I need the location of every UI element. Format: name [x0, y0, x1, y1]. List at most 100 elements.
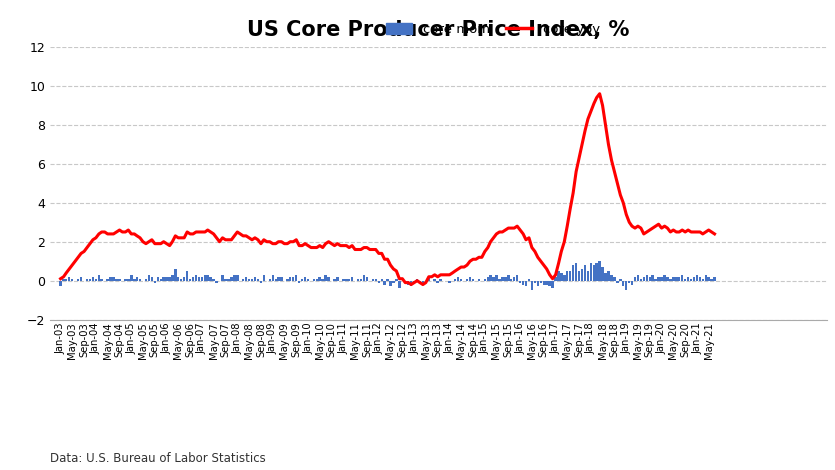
Bar — [558, 271, 559, 281]
Bar — [362, 275, 365, 281]
Bar — [660, 277, 663, 281]
Bar — [696, 275, 698, 281]
Bar — [495, 275, 498, 281]
Bar — [304, 277, 306, 281]
Bar — [516, 275, 519, 281]
Bar — [693, 277, 696, 281]
Bar — [215, 281, 218, 282]
Bar — [534, 281, 536, 282]
Bar — [281, 277, 283, 281]
Bar — [195, 275, 197, 281]
Bar — [225, 279, 227, 281]
Bar — [395, 279, 397, 281]
Bar — [625, 281, 627, 290]
Bar — [711, 279, 713, 281]
Bar — [133, 279, 135, 281]
Bar — [460, 279, 463, 281]
Bar — [566, 271, 569, 281]
Bar — [180, 279, 183, 281]
Bar — [337, 277, 339, 281]
Bar — [493, 277, 495, 281]
Bar — [678, 277, 681, 281]
Bar — [183, 277, 185, 281]
Bar — [487, 277, 489, 281]
Bar — [663, 275, 665, 281]
Bar — [483, 279, 486, 281]
Bar — [245, 277, 247, 281]
Bar — [439, 279, 442, 281]
Bar — [539, 281, 542, 282]
Bar — [607, 271, 610, 281]
Bar — [163, 277, 164, 281]
Bar — [171, 275, 174, 281]
Bar — [584, 265, 586, 281]
Bar — [655, 279, 657, 281]
Bar — [169, 277, 171, 281]
Bar — [537, 281, 539, 287]
Bar — [59, 281, 62, 287]
Legend: core mom, core yoy: core mom, core yoy — [381, 18, 605, 42]
Bar — [80, 277, 83, 281]
Bar — [375, 279, 377, 281]
Bar — [501, 277, 504, 281]
Bar — [437, 281, 439, 282]
Bar — [212, 279, 215, 281]
Bar — [165, 277, 168, 281]
Bar — [672, 277, 675, 281]
Bar — [130, 275, 133, 281]
Bar — [666, 277, 669, 281]
Bar — [204, 275, 206, 281]
Bar — [321, 279, 324, 281]
Bar — [348, 279, 351, 281]
Bar — [286, 279, 289, 281]
Bar — [572, 265, 574, 281]
Bar — [250, 279, 253, 281]
Bar — [454, 279, 457, 281]
Bar — [707, 277, 710, 281]
Bar — [605, 273, 607, 281]
Bar — [124, 279, 127, 281]
Bar — [186, 271, 189, 281]
Bar — [63, 279, 65, 281]
Bar — [275, 279, 277, 281]
Bar — [200, 277, 203, 281]
Bar — [478, 279, 480, 281]
Bar — [100, 279, 103, 281]
Bar — [381, 279, 383, 281]
Bar — [640, 279, 642, 281]
Bar — [307, 279, 309, 281]
Bar — [198, 277, 200, 281]
Bar — [599, 261, 601, 281]
Bar — [127, 279, 129, 281]
Bar — [71, 279, 73, 281]
Bar — [424, 281, 427, 282]
Bar — [89, 279, 91, 281]
Bar — [342, 279, 345, 281]
Bar — [387, 279, 389, 281]
Bar — [94, 279, 97, 281]
Bar — [119, 279, 121, 281]
Bar — [77, 279, 79, 281]
Bar — [316, 279, 318, 281]
Bar — [206, 275, 209, 281]
Bar — [676, 277, 677, 281]
Bar — [649, 277, 651, 281]
Bar — [554, 277, 557, 281]
Bar — [472, 279, 474, 281]
Bar — [159, 279, 162, 281]
Bar — [148, 275, 150, 281]
Bar — [236, 275, 239, 281]
Bar — [524, 281, 527, 287]
Bar — [112, 277, 114, 281]
Bar — [115, 279, 118, 281]
Bar — [248, 279, 250, 281]
Bar — [549, 281, 551, 287]
Bar — [645, 275, 648, 281]
Bar — [687, 277, 690, 281]
Bar — [457, 277, 459, 281]
Bar — [298, 281, 301, 282]
Bar — [466, 279, 468, 281]
Bar — [713, 277, 716, 281]
Bar — [227, 279, 230, 281]
Bar — [295, 275, 297, 281]
